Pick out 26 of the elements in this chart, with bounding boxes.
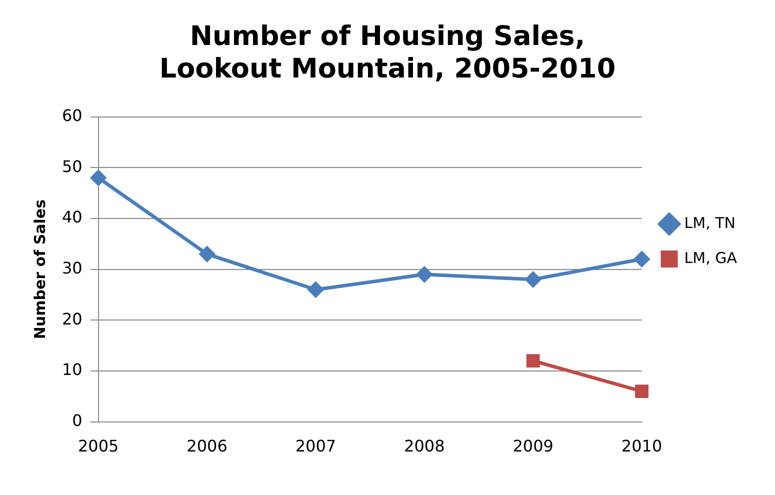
- x-tick-label: 2008: [404, 436, 445, 456]
- y-tick-label: 50: [62, 156, 82, 176]
- point: [416, 266, 432, 282]
- text: Lookout Mountain, 2005-2010: [159, 54, 616, 85]
- point: [635, 384, 648, 398]
- text: Number of Housing Sales,: [190, 21, 586, 52]
- point: [525, 272, 541, 288]
- y-tick-label: 0: [72, 410, 82, 430]
- y-tick-label: 10: [62, 360, 82, 380]
- point: [526, 354, 540, 368]
- legend-label: LM, GA: [684, 248, 738, 267]
- y-tick-label: 30: [62, 258, 82, 278]
- x-tick-label: 2007: [295, 436, 336, 456]
- y-tick-label: 40: [62, 208, 82, 227]
- y-tick-label: 60: [62, 106, 82, 125]
- point: [199, 246, 215, 262]
- x-tick-label: 2010: [621, 436, 662, 456]
- x-tick-label: 2005: [78, 436, 119, 456]
- point: [90, 170, 106, 186]
- legend-label: LM, TN: [684, 214, 736, 232]
- x-tick-label: 2009: [512, 436, 554, 456]
- point: [634, 251, 650, 267]
- x-tick-label: 2006: [186, 436, 228, 456]
- y-tick-label: 20: [62, 309, 82, 328]
- y-axis-title: Number of Sales: [30, 199, 49, 340]
- point: [308, 282, 324, 298]
